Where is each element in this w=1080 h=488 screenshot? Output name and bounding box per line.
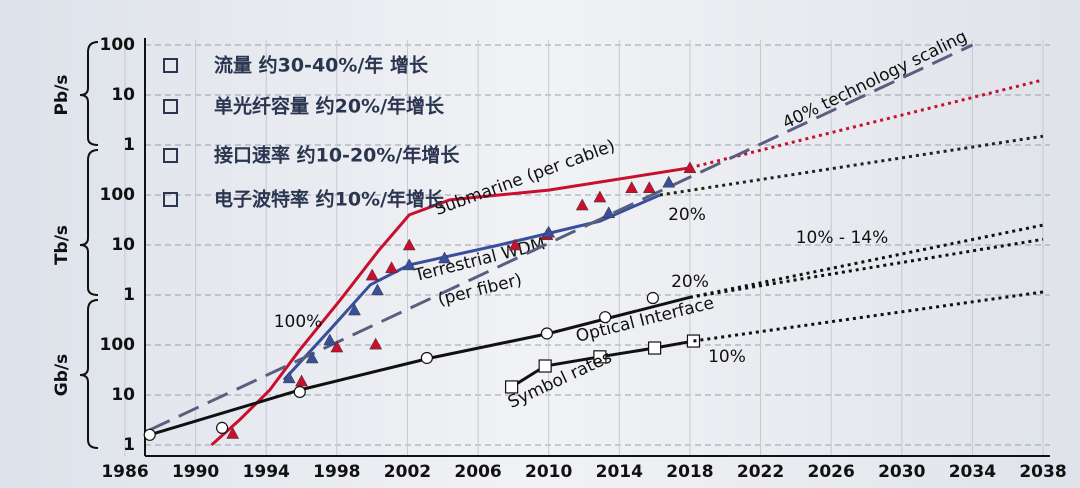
marker — [683, 161, 697, 174]
bullet — [163, 99, 178, 114]
series-line — [689, 78, 1044, 170]
y-tick-label: 1 — [123, 435, 135, 455]
annotation: 100% — [274, 312, 323, 332]
marker — [330, 340, 344, 353]
marker — [646, 291, 659, 305]
marker — [599, 311, 612, 324]
marker — [438, 251, 451, 264]
grid — [124, 40, 1050, 456]
x-tick-label: 1998 — [313, 462, 360, 482]
marker — [593, 350, 607, 364]
marker — [385, 261, 398, 274]
marker — [402, 238, 416, 251]
marker — [662, 175, 676, 188]
y-tick-label: 100 — [100, 185, 136, 205]
x-tick-label: 1994 — [243, 462, 290, 482]
series-line — [659, 134, 1044, 197]
annotation: 20% — [671, 272, 709, 292]
marker — [540, 327, 554, 340]
y-tick-label: 10 — [111, 235, 135, 255]
marker — [648, 341, 662, 355]
note: 单光纤容量 约20%/年增长 — [214, 95, 445, 118]
x-tick-label: 1986 — [101, 462, 148, 482]
marker — [323, 333, 337, 346]
series-line — [149, 43, 974, 432]
x-tick-label: 2006 — [454, 462, 501, 482]
note: 电子波特率 约10%/年增长 — [214, 188, 445, 211]
x-tick-label: 2002 — [384, 462, 431, 482]
x-tick-label: 2010 — [525, 462, 572, 482]
marker — [542, 225, 556, 238]
marker — [215, 421, 229, 434]
marker — [505, 380, 519, 394]
bullet — [163, 58, 178, 73]
marker — [295, 374, 308, 387]
x-tick-label: 2034 — [949, 462, 996, 482]
brace — [79, 299, 99, 449]
y-unit: Pb/s — [52, 75, 72, 116]
marker — [282, 371, 296, 384]
brace — [79, 149, 99, 296]
note: 流量 约30-40%/年 增长 — [214, 54, 429, 77]
x-tick-label: 2026 — [807, 462, 854, 482]
series-line — [693, 290, 1044, 343]
annotation: 10% - 14% — [796, 228, 889, 248]
y-tick-label: 1 — [123, 135, 135, 155]
x-tick-label: 2014 — [596, 462, 643, 482]
marker — [371, 283, 384, 296]
marker — [593, 190, 607, 203]
marker — [508, 238, 522, 251]
x-tick-label: 1990 — [172, 462, 219, 482]
y-tick-label: 100 — [100, 335, 136, 355]
x-tick-label: 2022 — [737, 462, 784, 482]
x-tick-label: 2018 — [666, 462, 713, 482]
y-tick-label: 10 — [111, 85, 135, 105]
x-tick-label: 2038 — [1019, 462, 1066, 482]
brace — [79, 41, 99, 146]
bullet — [163, 148, 178, 163]
y-unit: Tb/s — [52, 225, 72, 265]
annotation: 20% — [668, 205, 706, 225]
marker — [642, 181, 656, 193]
marker — [369, 337, 383, 350]
marker — [365, 268, 379, 281]
marker — [420, 351, 433, 365]
marker — [348, 303, 361, 316]
note: 接口速率 约10-20%/年增长 — [214, 144, 460, 167]
x-tick-label: 2030 — [878, 462, 925, 482]
y-tick-label: 100 — [100, 35, 136, 55]
marker — [293, 385, 306, 399]
y-unit: Gb/s — [52, 354, 72, 396]
marker — [575, 198, 589, 211]
bullet — [163, 192, 178, 207]
marker — [402, 258, 416, 271]
marker — [625, 181, 639, 193]
marker — [305, 351, 319, 364]
y-tick-label: 10 — [111, 385, 135, 405]
marker — [538, 359, 552, 373]
marker — [226, 426, 240, 439]
y-tick-label: 1 — [123, 285, 135, 305]
marker — [143, 428, 156, 441]
marker — [602, 206, 616, 219]
annotation: 10% — [708, 347, 746, 367]
